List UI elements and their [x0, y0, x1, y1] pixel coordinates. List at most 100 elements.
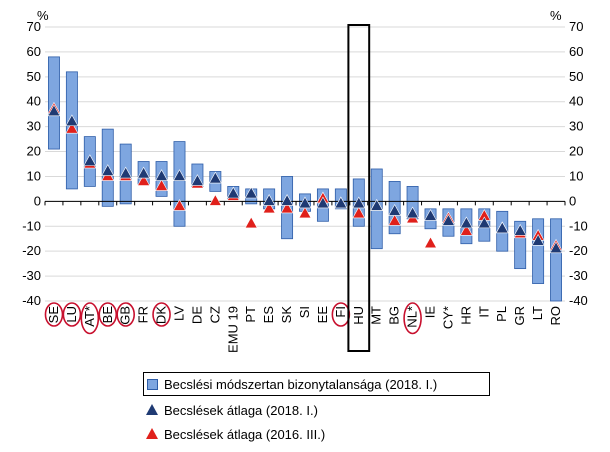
- y-tick-label-right: 0: [569, 193, 576, 208]
- x-tick-label: PT: [243, 306, 258, 323]
- marker-2018: [424, 208, 438, 221]
- marker-2016: [208, 194, 222, 206]
- y-tick-label-right: -30: [569, 268, 588, 283]
- marker-2018: [513, 223, 527, 236]
- marker-2016: [388, 213, 402, 226]
- marker-2018: [262, 194, 276, 206]
- marker-2018: [83, 154, 97, 166]
- highlight-circles: [44, 302, 422, 335]
- y-unit-right: %: [550, 8, 562, 23]
- range-bar: [532, 218, 545, 284]
- x-tick-label: NL*: [405, 306, 420, 328]
- x-tick-label: HR: [458, 306, 473, 325]
- circle-highlight: [98, 302, 118, 327]
- circle-highlight: [80, 302, 100, 335]
- marker-2018: [119, 166, 133, 179]
- range-bar: [514, 220, 527, 270]
- x-tick-label: IT: [476, 306, 491, 318]
- x-axis-labels: SE LU AT* BE GB FR DK LV DE CZ EMU 19 PT ES SK SI EE FI H…: [46, 306, 563, 353]
- marker-2018: [316, 196, 330, 209]
- circle-highlight: [152, 302, 171, 327]
- x-tick-label: ES: [261, 306, 276, 324]
- y-tick-label-right: 50: [569, 69, 583, 84]
- x-tick-label: BE: [100, 306, 115, 324]
- marker-2018: [298, 196, 312, 209]
- markers-2018: [47, 104, 563, 254]
- x-tick-label: SK: [279, 306, 294, 324]
- hu-highlight-box: [347, 24, 371, 352]
- x-tick-label: SE: [46, 306, 61, 324]
- marker-2018: [531, 233, 545, 246]
- y-tick-label-left: -30: [22, 268, 41, 283]
- x-tick-label: DE: [189, 306, 204, 324]
- circle-highlight: [116, 302, 135, 327]
- marker-2018: [334, 196, 348, 209]
- circle-highlight: [403, 302, 422, 335]
- marker-2018: [370, 199, 384, 211]
- y-tick-label-right: 20: [569, 144, 583, 159]
- x-tick-label: PL: [494, 306, 509, 322]
- marker-2016: [424, 236, 438, 249]
- x-tick-label: GB: [118, 306, 133, 325]
- marker-2018: [352, 196, 366, 209]
- legend-item-range: Becslési módszertan bizonytalansága (201…: [143, 372, 490, 396]
- x-tick-label: HU: [351, 306, 366, 325]
- marker-2018: [280, 194, 294, 206]
- y-tick-label-left: -20: [22, 243, 41, 258]
- marker-2018: [101, 164, 115, 176]
- x-tick-label: EMU 19: [225, 306, 240, 353]
- y-tick-label-left: 10: [27, 168, 41, 183]
- x-tick-label: RO: [548, 306, 563, 326]
- marker-2016: [352, 206, 366, 219]
- x-tick-label: FR: [136, 306, 151, 323]
- triangle-navy-icon: [146, 404, 158, 415]
- marker-2018: [172, 169, 186, 181]
- y-unit-left: %: [37, 8, 49, 23]
- x-tick-label: MT: [369, 306, 384, 325]
- x-tick-label: LT: [530, 306, 545, 320]
- x-tick-label: CZ: [207, 306, 222, 323]
- marker-2018: [406, 206, 420, 219]
- marker-2016: [262, 201, 276, 214]
- marker-2016: [137, 174, 151, 186]
- y-tick-label-right: 30: [569, 119, 583, 134]
- y-tick-label-left: 60: [27, 44, 41, 59]
- marker-2018: [244, 186, 258, 199]
- range-bar: [550, 218, 562, 302]
- marker-2018: [441, 213, 455, 226]
- range-bar: [173, 141, 186, 227]
- x-tick-label: AT*: [82, 306, 97, 327]
- x-tick-label: SI: [297, 306, 312, 318]
- x-tick-label: EE: [315, 306, 330, 324]
- marker-2018: [155, 169, 169, 181]
- x-tick-label: DK: [154, 306, 169, 324]
- y-tick-label-right: -40: [569, 293, 588, 308]
- x-tick-label: FI: [333, 306, 348, 318]
- x-tick-label: IE: [423, 306, 438, 319]
- marker-2018: [477, 216, 491, 229]
- legend-label-2016: Becslések átlaga (2016. III.): [164, 426, 326, 442]
- circle-highlight: [44, 302, 64, 327]
- marker-2016: [155, 179, 169, 191]
- marker-2018: [495, 221, 509, 234]
- marker-2016: [65, 121, 79, 134]
- y-tick-label-left: -10: [22, 218, 41, 233]
- y-tick-label-left: 70: [27, 19, 41, 34]
- x-tick-label: BG: [387, 306, 402, 325]
- marker-2016: [280, 201, 294, 214]
- y-tick-label-right: 70: [569, 19, 583, 34]
- y-tick-label-right: 40: [569, 94, 583, 109]
- grid-lines: [45, 26, 565, 302]
- legend-label-range: Becslési módszertan bizonytalansága (201…: [164, 376, 438, 392]
- marker-2018: [65, 114, 79, 127]
- x-tick-label: GR: [512, 306, 527, 326]
- y-axis-left-ticks: 70 60 50 40 30 20 10 0 -10 -20 -30 -40: [22, 19, 41, 308]
- x-tick-label: LU: [64, 306, 79, 323]
- marker-2018: [208, 171, 222, 184]
- y-tick-label-left: 20: [27, 144, 41, 159]
- marker-2016: [298, 206, 312, 219]
- y-tick-label-left: 0: [34, 193, 41, 208]
- y-tick-label-left: 30: [27, 119, 41, 134]
- x-tick-label: LV: [171, 306, 186, 321]
- y-tick-label-right: -20: [569, 243, 588, 258]
